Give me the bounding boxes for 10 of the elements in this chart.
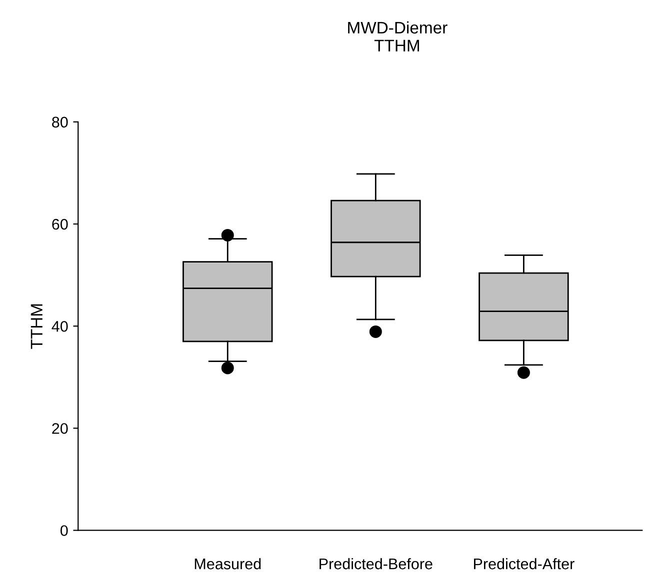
chart-title: MWD-Diemer TTHM: [348, 21, 448, 52]
x-tick-label: Predicted-After: [474, 558, 574, 570]
y-tick-label: 60: [52, 218, 68, 230]
y-tick-label: 0: [60, 525, 68, 536]
y-axis-title: TTHM: [30, 304, 42, 349]
y-tick-label: 80: [52, 116, 68, 128]
x-tick-label: Measured: [194, 558, 261, 570]
y-tick-label: 40: [52, 320, 68, 332]
y-tick-label: 20: [52, 423, 68, 434]
x-tick-label: Predicted-Before: [320, 558, 432, 570]
